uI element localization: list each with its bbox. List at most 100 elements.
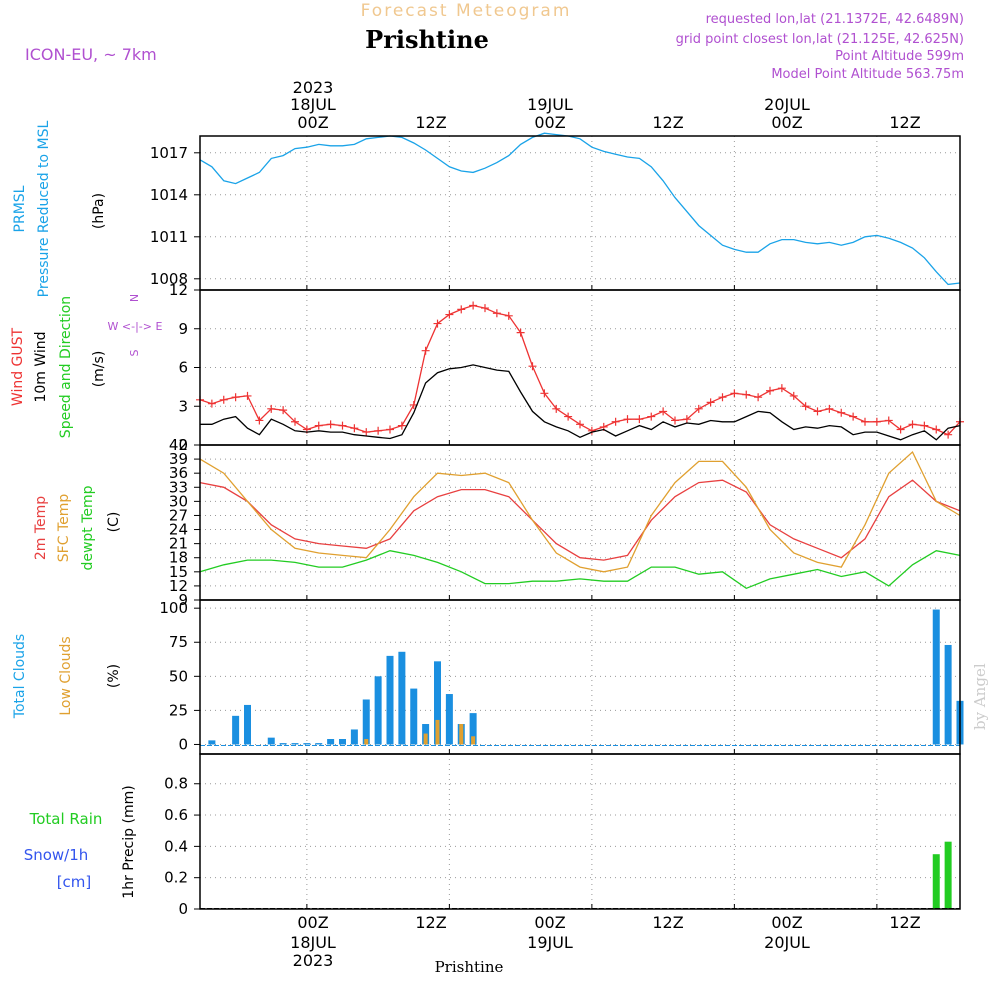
gust-marker	[920, 421, 929, 430]
bottom-hour-2: 12Z	[415, 913, 446, 932]
gust-marker	[504, 311, 513, 320]
bottom-hour-1: 00Z	[297, 913, 328, 932]
prmsl-line	[199, 132, 961, 286]
gust-marker	[730, 389, 739, 398]
gust-marker	[469, 301, 478, 310]
gust-marker	[231, 393, 240, 402]
bottom-hour-4: 12Z	[652, 913, 683, 932]
gust-marker	[659, 407, 668, 416]
temperature-ytick-label: 9	[178, 591, 188, 609]
gust-marker	[789, 391, 798, 400]
clouds-ytick-label: 75	[169, 633, 188, 651]
temperature-ytick-label: 42	[169, 436, 188, 454]
pressure-ytick-label: 1014	[150, 186, 188, 204]
rain-bar	[932, 854, 940, 909]
gust-marker	[706, 398, 715, 407]
total-cloud-bar	[434, 661, 441, 745]
clouds-ytick-label: 0	[178, 735, 188, 753]
clouds-ytick-label: 25	[169, 701, 188, 719]
pressure-label: Pressure Reduced to MSL	[36, 120, 52, 297]
gridpoint-coords: grid point closest lon,lat (21.125E, 42.…	[676, 32, 964, 47]
gust-marker	[552, 404, 561, 413]
top-date-1: 18JUL	[290, 95, 336, 114]
wind-gust-line	[199, 304, 961, 436]
top-hour-3: 00Z	[534, 113, 565, 132]
compass-n: N	[128, 294, 141, 302]
total-cloud-bar	[303, 743, 311, 745]
gust-marker	[861, 417, 869, 426]
low-cloud-bar	[435, 719, 440, 745]
low-clouds-label: Low Clouds	[58, 636, 74, 715]
pressure-ytick-label: 1017	[150, 144, 188, 162]
gust-marker	[718, 393, 727, 402]
gust-marker	[872, 417, 881, 426]
top-hour-1: 00Z	[297, 113, 328, 132]
temperature-ytick-label: 30	[169, 492, 188, 510]
gust-marker	[386, 425, 394, 434]
total-cloud-bar	[279, 743, 287, 745]
bottom-hour-3: 00Z	[534, 913, 565, 932]
top-hour-5: 00Z	[771, 113, 802, 132]
gust-marker	[884, 416, 893, 425]
temperature-ytick-label: 27	[169, 506, 188, 524]
dewpt-temp-line	[199, 550, 961, 590]
clouds-frame	[199, 599, 961, 755]
wind-speed-dir-label: Speed and Direction	[58, 296, 74, 438]
wind-gust-label: Wind GUST	[10, 327, 26, 406]
gust-marker	[825, 404, 834, 413]
total-rain-label: Total Rain	[29, 810, 103, 828]
gust-marker	[314, 421, 323, 430]
gust-marker	[813, 407, 822, 416]
gust-marker	[682, 415, 691, 424]
gust-marker	[540, 389, 549, 398]
product-title: Forecast Meteogram	[361, 1, 572, 21]
prmsl-label: PRMSL	[12, 185, 28, 232]
top-year-label: 2023	[293, 78, 334, 97]
total-cloud-bar	[445, 694, 453, 745]
gust-marker	[350, 424, 359, 433]
wind-ytick-label: 3	[178, 397, 188, 415]
gust-marker	[766, 386, 774, 395]
gust-marker	[777, 384, 786, 393]
total-cloud-bar	[315, 743, 323, 745]
footer-location: Prishtine	[435, 958, 504, 976]
pressure-panel: 1008 1011 1014 1017	[150, 132, 961, 291]
total-cloud-bar	[244, 704, 251, 745]
sfc-temp-line	[199, 450, 961, 573]
gust-marker	[754, 393, 763, 402]
gust-marker	[837, 408, 846, 417]
compass-we: W <-|-> E	[108, 320, 163, 333]
gust-marker	[694, 404, 703, 413]
bottom-year-label: 2023	[293, 951, 334, 970]
pressure-frame	[199, 135, 961, 291]
gust-marker	[362, 428, 371, 437]
percent-unit-label: (%)	[106, 664, 122, 688]
precipitation-ytick-label: 0.2	[164, 869, 188, 887]
credit-watermark: by Angel	[971, 663, 989, 730]
gust-marker	[421, 346, 430, 355]
gust-marker	[267, 404, 276, 413]
10m-wind-line	[200, 364, 961, 441]
top-hour-2: 12Z	[415, 113, 446, 132]
model-point-altitude: Model Point Altitude 563.75m	[771, 67, 964, 82]
clouds-ytick-label: 50	[169, 667, 188, 685]
total-cloud-bar	[398, 651, 406, 745]
gust-marker	[338, 421, 347, 430]
wind-panel: 0 3 6 9 12	[169, 281, 964, 454]
total-cloud-bar	[350, 729, 358, 745]
top-hour-6: 12Z	[889, 113, 920, 132]
bottom-hour-6: 12Z	[889, 913, 920, 932]
location-title: Prishtine	[365, 25, 489, 54]
low-cloud-bar	[471, 736, 476, 745]
total-cloud-bar	[327, 739, 335, 745]
temperature-ytick-label: 18	[169, 549, 188, 567]
total-clouds-label: Total Clouds	[12, 634, 28, 719]
top-date-3: 20JUL	[764, 95, 810, 114]
snow-label: Snow/1h	[24, 846, 89, 864]
clouds-ytick-label: 100	[159, 599, 188, 617]
snow-unit-label: [cm]	[57, 873, 92, 891]
gust-marker	[528, 362, 537, 371]
temperature-frame	[199, 444, 961, 601]
precipitation-frame	[199, 753, 961, 910]
precipitation-ytick-label: 0.8	[164, 775, 188, 793]
